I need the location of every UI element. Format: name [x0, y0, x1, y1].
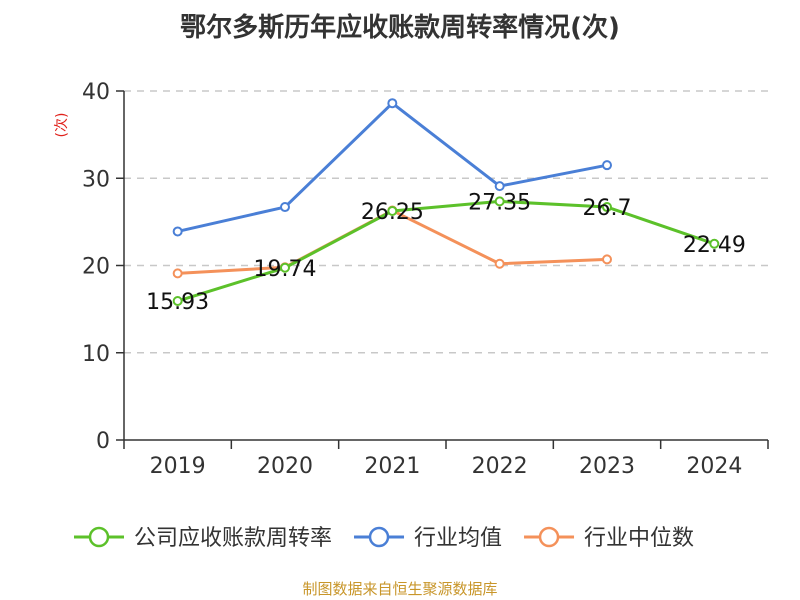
- point-0-2024: [709, 238, 720, 249]
- y-tick-label-4: 40: [82, 80, 110, 105]
- y-tick-label-3: 30: [82, 167, 110, 192]
- data-label-2024: 22.49: [683, 233, 746, 258]
- point-0-2020: [280, 262, 290, 273]
- legend-label-0: 公司应收账款周转率: [134, 526, 332, 551]
- legend-item-2: 行业中位数: [524, 526, 694, 551]
- point-2-2022: [494, 258, 505, 269]
- x-tick-label-2021: 2021: [364, 454, 420, 479]
- y-tick-label-2: 20: [82, 255, 110, 280]
- x-tick-label-2019: 2019: [150, 454, 206, 479]
- data-label-2022: 27.35: [468, 190, 531, 215]
- x-tick-label-2020: 2020: [257, 454, 313, 479]
- data-label-2021: 26.25: [361, 200, 424, 225]
- point-0-2023: [602, 202, 612, 213]
- data-label-2019: 15.93: [146, 290, 209, 315]
- legend-label-1: 行业均值: [414, 526, 502, 551]
- series-0: [172, 196, 720, 307]
- y-axis-label: (次): [54, 113, 70, 138]
- legend-marker-1: [368, 526, 390, 548]
- legend-item-1: 行业均值: [354, 526, 502, 551]
- data-label-2023: 26.7: [583, 196, 632, 221]
- axes: 0 10 20 30 40 2019 2020 2021 2022 2023 2024: [82, 80, 769, 479]
- point-0-2019: [172, 296, 183, 307]
- point-1-2020: [280, 202, 290, 213]
- series-1: [172, 98, 612, 237]
- x-tick-label-2024: 2024: [686, 454, 742, 479]
- point-1-2023: [602, 160, 612, 171]
- y-tick-label-1: 10: [82, 342, 110, 367]
- point-0-2022: [494, 196, 505, 207]
- point-0-2021: [387, 205, 398, 216]
- point-2-2019: [172, 268, 183, 279]
- x-tick-label-2023: 2023: [579, 454, 635, 479]
- legend-item-0: 公司应收账款周转率: [74, 526, 332, 551]
- legend-marker-2: [538, 526, 560, 548]
- data-label-2020: 19.74: [254, 257, 317, 282]
- source-note: 制图数据来自恒生聚源数据库: [302, 580, 497, 598]
- point-1-2022: [494, 181, 505, 192]
- x-tick-label-2022: 2022: [472, 454, 528, 479]
- chart-title: 鄂尔多斯历年应收账款周转率情况(次): [180, 12, 620, 43]
- series-layer: [172, 98, 720, 307]
- point-1-2021: [387, 98, 398, 109]
- point-2-2023: [602, 254, 612, 265]
- grid: [124, 90, 768, 354]
- data-labels: 15.93 19.74 26.25 27.35 26.7 22.49: [146, 190, 746, 315]
- y-tick-label-0: 0: [96, 429, 110, 454]
- point-1-2019: [172, 226, 183, 237]
- legend: 公司应收账款周转率 行业均值 行业中位数: [74, 526, 694, 551]
- legend-marker-0: [88, 526, 110, 548]
- legend-label-2: 行业中位数: [584, 526, 694, 551]
- series-line-0: [177, 199, 715, 303]
